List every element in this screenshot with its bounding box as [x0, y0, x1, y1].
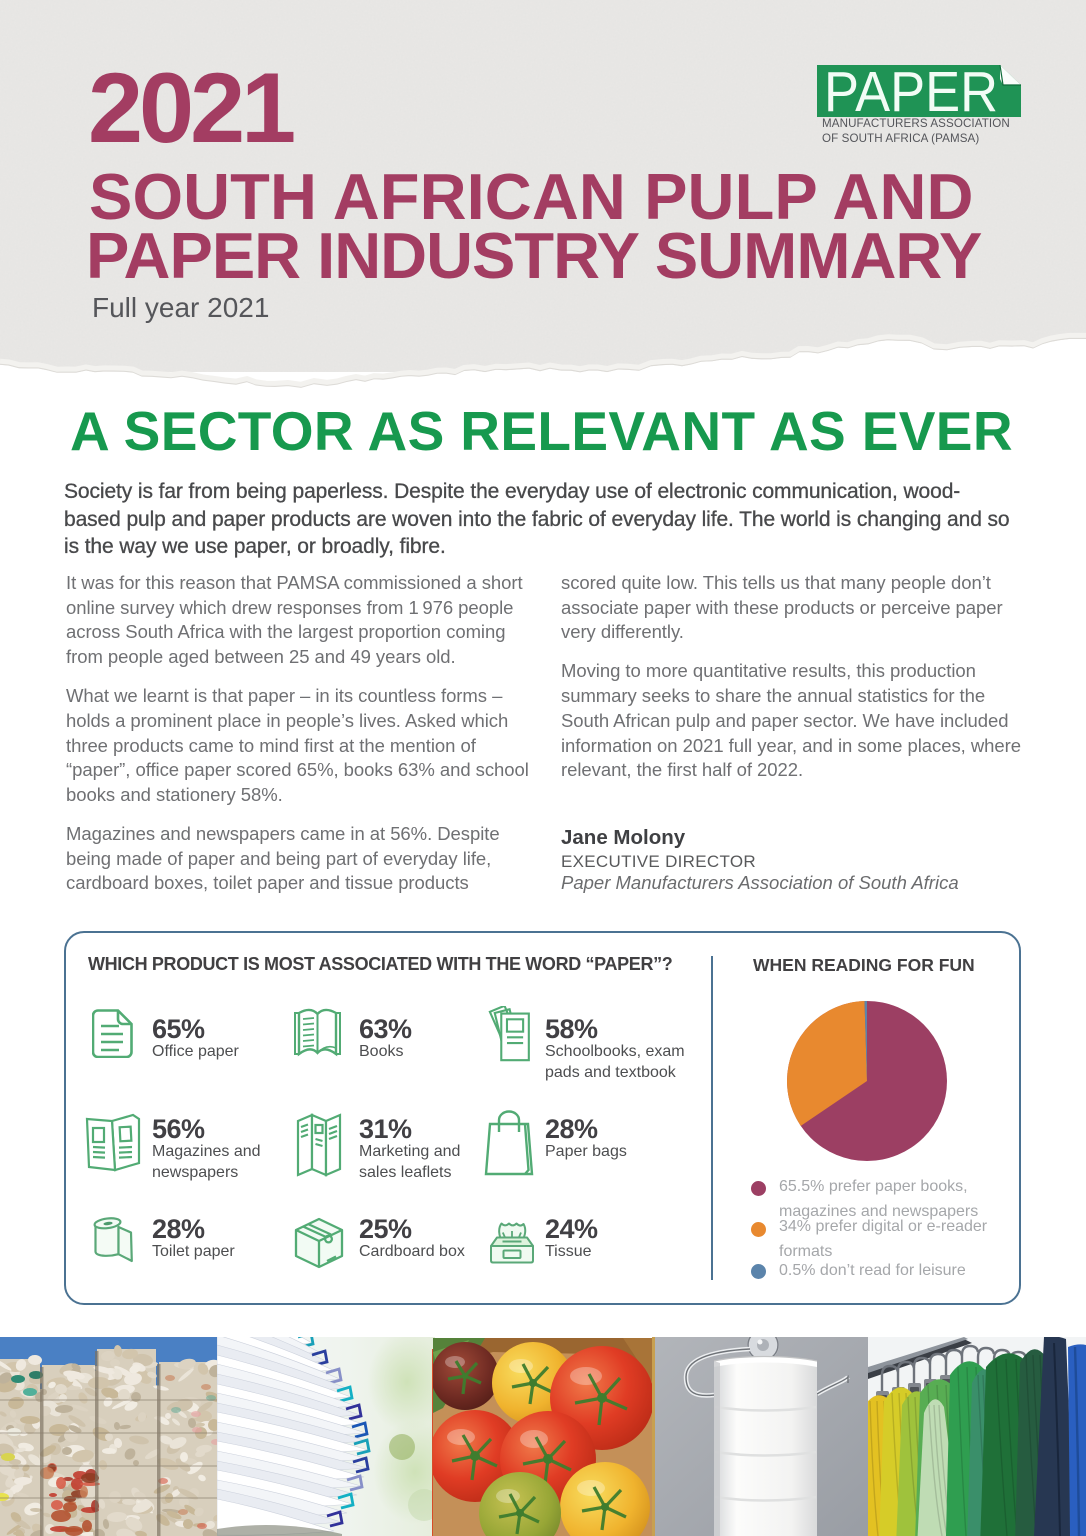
- svg-text:PAPER: PAPER: [824, 65, 998, 121]
